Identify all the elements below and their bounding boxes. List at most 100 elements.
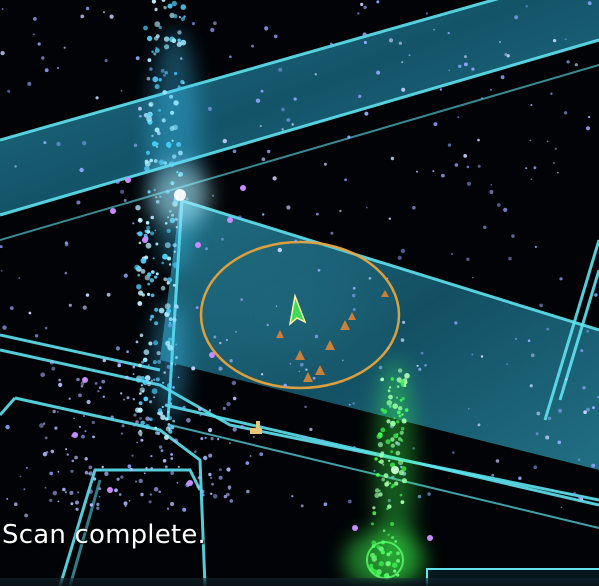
- xm-particle: [348, 403, 351, 406]
- status-message: Scan complete.: [2, 520, 206, 550]
- xm-particle: [530, 178, 533, 181]
- xm-particle: [151, 0, 156, 4]
- xm-particle: [121, 424, 125, 428]
- xm-particle: [154, 21, 161, 28]
- xm-particle: [286, 205, 291, 210]
- xm-particle: [52, 409, 56, 414]
- xm-particle: [281, 128, 285, 131]
- xm-particle: [170, 501, 175, 507]
- xm-particle: [149, 67, 153, 71]
- xm-particle: [115, 179, 120, 184]
- xm-particle: [85, 6, 90, 11]
- xm-particle: [132, 365, 136, 369]
- dropped-item-icon[interactable]: [250, 421, 262, 434]
- xm-particle: [14, 502, 18, 507]
- xm-particle: [466, 165, 470, 169]
- xm-particle: [137, 301, 143, 306]
- xm-particle: [44, 486, 47, 489]
- xm-particle: [534, 245, 538, 248]
- xm-particle: [227, 485, 232, 490]
- xm-particle: [88, 489, 93, 494]
- xm-particle: [208, 472, 212, 477]
- xm-particle: [170, 453, 174, 456]
- xm-particle: [417, 494, 422, 499]
- xm-particle: [64, 491, 67, 494]
- xm-particle: [186, 418, 191, 423]
- xm-particle: [161, 0, 166, 2]
- xm-particle: [352, 286, 356, 290]
- xm-particle: [42, 422, 46, 425]
- xm-particle: [433, 28, 435, 31]
- xm-particle: [52, 490, 58, 496]
- xm-particle: [277, 247, 282, 253]
- xm-particle: [91, 420, 96, 425]
- xm-particle: [101, 465, 104, 469]
- xm-particle: [93, 477, 97, 481]
- xm-particle: [229, 499, 234, 503]
- xm-particle: [137, 430, 143, 436]
- xm-particle: [341, 359, 344, 362]
- xm-particle: [291, 495, 294, 498]
- xm-particle: [388, 217, 391, 220]
- xm-particle: [150, 215, 155, 220]
- xm-particle: [533, 166, 537, 170]
- xm-particle: [508, 256, 512, 261]
- xm-particle: [147, 58, 152, 62]
- xm-particle: [114, 488, 118, 493]
- resonators: [72, 177, 433, 541]
- xm-particle: [158, 445, 163, 449]
- xm-particle: [454, 163, 459, 167]
- xm-particle: [153, 396, 156, 399]
- xm-particle: [110, 415, 114, 419]
- xm-particle: [95, 96, 99, 100]
- xm-particle: [559, 277, 563, 281]
- xm-particle: [514, 15, 519, 20]
- xm-particle: [433, 122, 438, 127]
- xm-particle: [352, 402, 355, 405]
- xm-particle: [65, 448, 68, 451]
- xm-particle: [125, 375, 129, 380]
- xm-particle: [150, 467, 154, 470]
- xm-particle: [170, 457, 174, 460]
- xm-particle: [84, 457, 88, 461]
- xm-particle: [353, 445, 356, 449]
- xm-particle: [163, 277, 168, 282]
- xm-particle: [477, 164, 481, 168]
- xm-particle: [167, 3, 173, 9]
- xm-particle: [477, 138, 480, 142]
- xm-particle: [153, 487, 159, 492]
- xm-particle: [0, 245, 3, 249]
- xm-particle: [477, 423, 481, 427]
- xm-particle: [158, 490, 161, 494]
- xm-particle: [233, 396, 237, 401]
- xm-particle: [117, 360, 122, 365]
- xm-particle: [232, 427, 237, 432]
- xm-particle: [135, 377, 142, 383]
- xm-particle: [96, 506, 100, 510]
- xm-particle: [146, 225, 151, 230]
- xm-particle: [24, 513, 28, 518]
- xm-particle: [171, 0, 177, 7]
- xm-particle: [150, 455, 153, 458]
- xm-particle: [464, 55, 467, 59]
- xm-particle: [150, 314, 155, 319]
- xm-particle: [408, 54, 411, 57]
- xm-particle: [137, 217, 143, 223]
- xm-particle: [546, 327, 549, 331]
- xm-particle: [180, 17, 185, 21]
- xm-particle: [116, 477, 120, 481]
- xm-particle: [145, 416, 150, 421]
- xm-particle: [142, 390, 145, 393]
- xm-particle: [197, 476, 202, 480]
- xm-particle: [64, 241, 68, 245]
- xm-particle: [166, 281, 170, 285]
- xm-particle: [140, 269, 146, 274]
- xm-particle: [229, 359, 233, 363]
- xm-particle: [163, 5, 167, 10]
- xm-particle: [574, 63, 578, 67]
- xm-particle: [557, 171, 559, 174]
- xm-particle: [586, 329, 590, 333]
- xm-particle: [149, 103, 153, 107]
